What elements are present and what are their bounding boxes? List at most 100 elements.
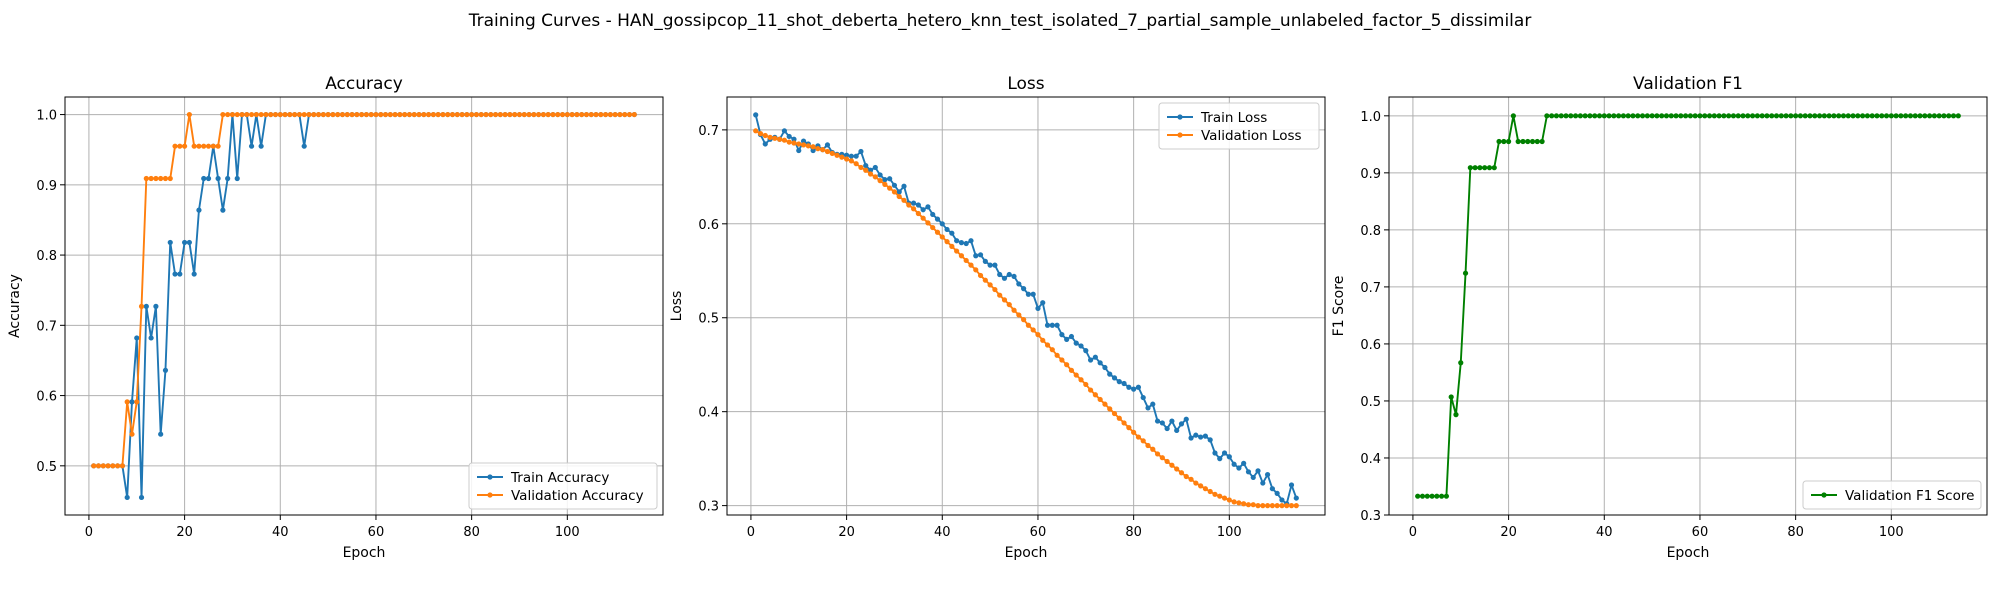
data-point <box>1059 332 1065 338</box>
data-point <box>777 136 783 142</box>
data-point <box>1663 113 1670 119</box>
data-point <box>296 111 303 118</box>
data-point <box>162 367 169 373</box>
data-point <box>1520 138 1526 145</box>
data-point <box>1274 490 1280 496</box>
y-tick-label: 0.5 <box>36 460 57 475</box>
data-point <box>1821 113 1827 119</box>
data-point <box>958 240 965 246</box>
data-point <box>1453 412 1459 418</box>
data-point <box>1097 396 1103 403</box>
data-point <box>1107 371 1113 377</box>
data-point <box>1025 291 1031 297</box>
x-axis-label: Epoch <box>1667 545 1710 561</box>
data-point <box>1539 138 1545 145</box>
data-point <box>119 463 126 469</box>
data-point <box>944 239 950 245</box>
data-point <box>1135 434 1142 440</box>
data-point <box>896 193 902 200</box>
data-point <box>129 399 135 405</box>
x-tick-label: 40 <box>272 525 289 540</box>
data-point <box>1711 113 1717 119</box>
data-point <box>757 131 764 137</box>
x-tick-label: 100 <box>555 525 580 540</box>
data-point <box>153 303 159 309</box>
y-tick-label: 0.3 <box>1360 509 1381 524</box>
data-point <box>891 189 898 195</box>
data-point <box>1288 503 1295 509</box>
data-point <box>1126 425 1132 431</box>
chart-panels: 0 20 40 60 80 100 0.5 0.6 0.7 0.8 0.9 1.0 Accuracy Ep… <box>7 74 1988 561</box>
data-point <box>1654 113 1660 119</box>
data-point <box>1226 497 1232 503</box>
data-point <box>1659 113 1665 119</box>
data-point <box>1064 336 1070 342</box>
data-point <box>492 111 499 118</box>
data-point <box>205 175 212 182</box>
data-point <box>1202 486 1208 492</box>
legend-box <box>468 462 658 510</box>
data-point <box>1898 113 1904 119</box>
data-point <box>1040 300 1046 306</box>
data-point <box>1501 138 1507 145</box>
data-point <box>1193 432 1199 438</box>
data-point <box>234 175 240 182</box>
data-point <box>997 292 1003 298</box>
data-point <box>1188 476 1194 482</box>
data-point <box>1721 113 1727 119</box>
data-point <box>977 252 984 258</box>
data-point <box>225 111 231 118</box>
data-point <box>781 128 788 134</box>
data-point <box>973 267 979 273</box>
data-point <box>1025 322 1031 328</box>
x-tick-label: 0 <box>747 525 755 540</box>
data-point <box>1044 322 1051 328</box>
data-point <box>1164 425 1170 432</box>
data-point <box>497 111 503 118</box>
data-point <box>1783 113 1789 119</box>
data-point <box>1491 165 1497 171</box>
chart-title: Loss <box>1007 74 1044 94</box>
data-point <box>1035 305 1041 311</box>
data-point <box>1515 138 1521 145</box>
data-point <box>1702 113 1708 119</box>
data-point <box>411 111 417 118</box>
data-point <box>1869 113 1875 119</box>
y-tick-label: 0.9 <box>36 179 57 194</box>
chart-title: Accuracy <box>325 74 403 94</box>
data-point <box>201 143 207 149</box>
y-tick-label: 0.7 <box>1360 281 1381 296</box>
x-tick-label: 80 <box>1787 525 1804 540</box>
data-point <box>1260 480 1266 486</box>
data-point <box>239 111 245 118</box>
data-point <box>1221 450 1228 456</box>
data-point <box>1241 460 1247 466</box>
data-point <box>1931 113 1937 119</box>
data-point <box>992 286 998 293</box>
data-point <box>1635 113 1641 119</box>
axes-frame <box>1388 96 1988 516</box>
data-point <box>1807 113 1813 119</box>
data-point <box>182 143 188 149</box>
data-point <box>263 111 269 118</box>
data-point <box>253 111 259 118</box>
data-point <box>1169 462 1175 468</box>
data-point <box>1087 387 1094 393</box>
data-point <box>1864 113 1870 119</box>
data-point <box>1293 503 1299 509</box>
data-point <box>210 143 216 149</box>
data-point <box>177 143 183 149</box>
data-point <box>1793 113 1799 119</box>
data-point <box>516 111 523 118</box>
data-point <box>939 234 945 240</box>
data-point <box>1279 503 1285 509</box>
x-axis-label: Epoch <box>1005 545 1048 561</box>
data-point <box>1001 297 1008 303</box>
data-point <box>1111 375 1118 381</box>
data-point <box>1001 275 1008 281</box>
data-point <box>1706 113 1713 119</box>
data-point <box>177 271 183 277</box>
data-point <box>1587 113 1593 119</box>
data-point <box>1116 415 1122 421</box>
data-point <box>454 111 460 118</box>
